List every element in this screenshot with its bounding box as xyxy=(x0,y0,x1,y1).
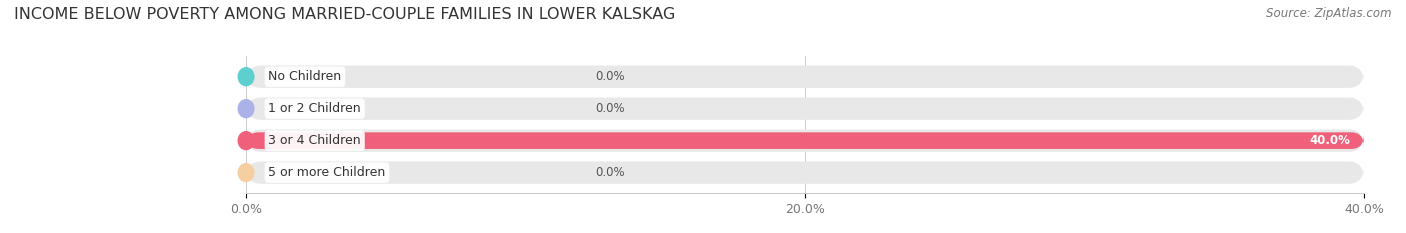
FancyBboxPatch shape xyxy=(246,130,1364,152)
Circle shape xyxy=(238,68,254,86)
Text: 5 or more Children: 5 or more Children xyxy=(269,166,385,179)
Text: 0.0%: 0.0% xyxy=(595,70,626,83)
Text: No Children: No Children xyxy=(269,70,342,83)
Text: 0.0%: 0.0% xyxy=(595,102,626,115)
FancyBboxPatch shape xyxy=(246,161,1364,184)
Text: 1 or 2 Children: 1 or 2 Children xyxy=(269,102,361,115)
Text: 3 or 4 Children: 3 or 4 Children xyxy=(269,134,361,147)
Circle shape xyxy=(238,164,254,182)
Text: 40.0%: 40.0% xyxy=(1309,134,1350,147)
Text: 0.0%: 0.0% xyxy=(595,166,626,179)
FancyBboxPatch shape xyxy=(246,132,1364,149)
FancyBboxPatch shape xyxy=(246,65,1364,88)
Text: Source: ZipAtlas.com: Source: ZipAtlas.com xyxy=(1267,7,1392,20)
Text: INCOME BELOW POVERTY AMONG MARRIED-COUPLE FAMILIES IN LOWER KALSKAG: INCOME BELOW POVERTY AMONG MARRIED-COUPL… xyxy=(14,7,675,22)
Circle shape xyxy=(238,132,254,150)
FancyBboxPatch shape xyxy=(246,97,1364,120)
Circle shape xyxy=(238,100,254,118)
